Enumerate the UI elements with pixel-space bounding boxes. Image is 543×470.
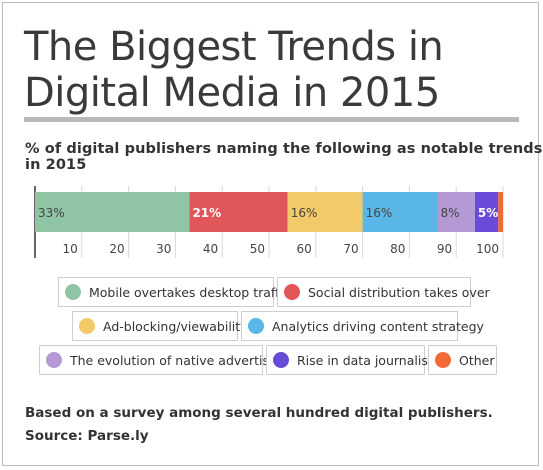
data-label-1: 21% [192,206,221,220]
legend-label: Ad-blocking/viewability [103,318,248,334]
data-label-5: 5% [478,206,498,220]
legend-item-other[interactable]: Other [428,345,497,375]
footnote-source: Source: Parse.ly [25,428,149,444]
legend-swatch [46,352,62,368]
legend-swatch [273,352,289,368]
data-label-3: 16% [366,206,393,220]
chart-title: The Biggest Trends in Digital Media in 2… [24,24,444,116]
legend-item-analytics[interactable]: Analytics driving content strategy [241,311,484,341]
tick-label: 80 [390,242,405,256]
chart-subtitle: % of digital publishers naming the follo… [25,141,543,173]
data-label-4: 8% [440,206,459,220]
bar-segment-4 [437,192,475,232]
legend-item-adblocking[interactable]: Ad-blocking/viewability [72,311,248,341]
bar-segments [35,192,503,232]
tick-label: 20 [109,242,124,256]
tick-label: 100 [476,242,499,256]
legend-label: Other [459,352,495,368]
data-labels: 33% 21% 16% 16% 8% 5% [38,206,498,220]
tick-label: 70 [343,242,358,256]
legend-label: Analytics driving content strategy [272,318,484,334]
legend-swatch [248,318,264,334]
bar-segment-0 [35,192,190,232]
legend-item-social[interactable]: Social distribution takes over [277,277,490,307]
legend-swatch [65,284,81,300]
legend-item-mobile[interactable]: Mobile overtakes desktop traffic [58,277,290,307]
legend-swatch [284,284,300,300]
legend-item-native[interactable]: The evolution of native advertising [39,345,288,375]
legend-label: Social distribution takes over [308,284,490,300]
footnote-survey: Based on a survey among several hundred … [25,405,493,421]
tick-label: 40 [203,242,218,256]
legend-item-data-journalism[interactable]: Rise in data journalism [266,345,440,375]
title-divider [24,117,519,122]
tick-label: 90 [437,242,452,256]
legend-label: Rise in data journalism [297,352,441,368]
tick-label: 30 [156,242,171,256]
data-label-2: 16% [291,206,318,220]
tick-label: 60 [297,242,312,256]
bar-segment-6 [498,192,503,232]
legend-swatch [435,352,451,368]
bar-segment-1 [189,192,288,232]
tick-label: 50 [250,242,265,256]
data-label-0: 33% [38,206,65,220]
legend-label: Mobile overtakes desktop traffic [89,284,290,300]
legend-swatch [79,318,95,334]
bar-segment-3 [362,192,438,232]
bar-segment-5 [474,192,499,232]
x-axis-ticks: 10 20 30 40 50 60 70 80 90 100 [63,242,499,256]
legend-label: The evolution of native advertising [70,352,289,368]
tick-label: 10 [63,242,78,256]
bar-segment-2 [287,192,363,232]
chart-card [2,2,539,466]
